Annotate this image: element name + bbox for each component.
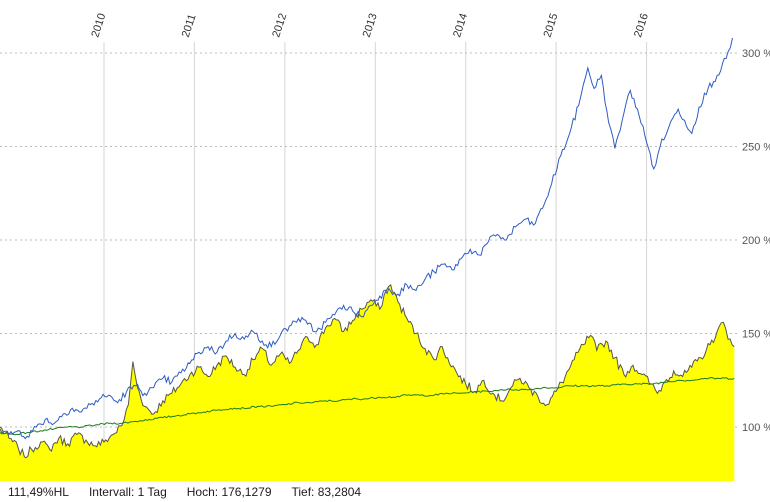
svg-text:2012: 2012 <box>270 12 289 39</box>
status-change: 111,49%HL <box>8 485 69 499</box>
svg-text:2015: 2015 <box>542 12 561 39</box>
status-high: Hoch: 176,1279 <box>186 485 272 499</box>
status-bar: 111,49%HL Intervall: 1 Tag Hoch: 176,127… <box>0 482 770 502</box>
svg-text:100 %: 100 % <box>742 422 770 434</box>
y-axis-labels: 100 % 150 % 200 % 250 % 300 % <box>742 48 770 434</box>
yellow-area <box>0 284 735 481</box>
svg-text:250 %: 250 % <box>742 142 770 154</box>
gridlines <box>0 42 737 481</box>
svg-text:200 %: 200 % <box>742 235 770 247</box>
price-chart[interactable]: 100 %150 %200 %250 %300 %201020112012201… <box>0 0 770 482</box>
yellow-area-outline <box>0 284 735 459</box>
svg-text:150 %: 150 % <box>742 329 770 341</box>
status-interval: Intervall: 1 Tag <box>88 485 167 499</box>
svg-text:2010: 2010 <box>89 12 108 39</box>
green-line <box>0 376 735 436</box>
x-axis-labels: 2010 2011 2012 2013 2014 2015 2016 <box>89 12 651 39</box>
status-low: Tief: 83,2804 <box>291 485 362 499</box>
svg-text:2011: 2011 <box>180 13 199 39</box>
blue-line <box>0 37 733 440</box>
svg-text:300 %: 300 % <box>742 48 770 60</box>
svg-text:2013: 2013 <box>361 12 380 39</box>
svg-text:2014: 2014 <box>451 12 470 39</box>
svg-text:2016: 2016 <box>632 12 651 39</box>
